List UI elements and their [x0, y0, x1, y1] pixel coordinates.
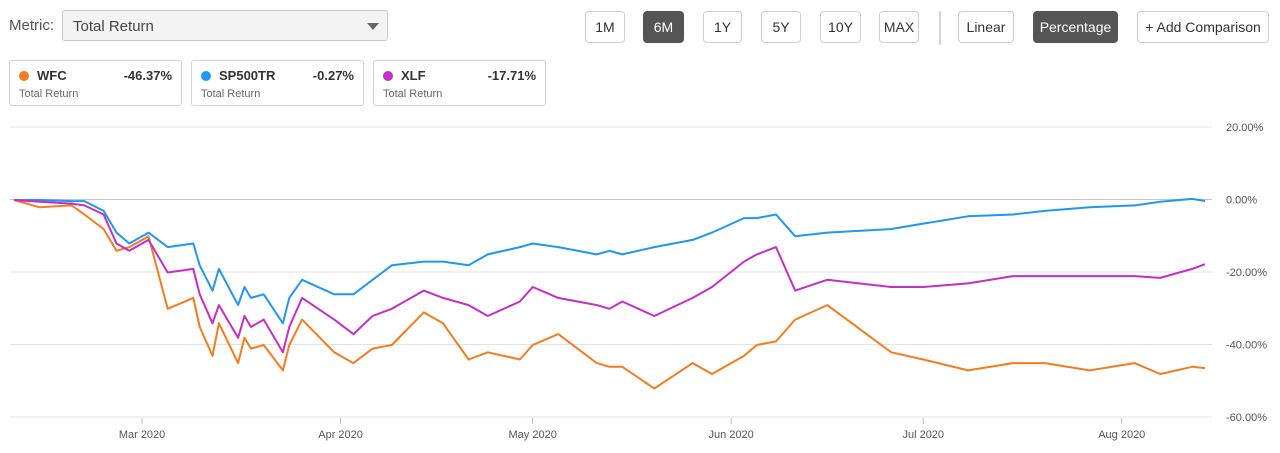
range-button-1y[interactable]: 1Y — [703, 11, 742, 43]
y-tick-label: -60.00% — [1226, 412, 1267, 424]
range-button-5y[interactable]: 5Y — [761, 11, 801, 43]
legend-subtitle: Total Return — [19, 88, 79, 100]
x-tick-label: Jul 2020 — [902, 429, 944, 441]
legend-subtitle: Total Return — [383, 88, 443, 100]
legend-ticker: XLF — [401, 68, 426, 83]
y-tick-label: 20.00% — [1226, 122, 1264, 134]
metric-dropdown-value: Total Return — [73, 18, 154, 35]
y-tick-label: -40.00% — [1226, 340, 1267, 352]
legend-value: -17.71% — [487, 68, 536, 83]
x-tick-label: Mar 2020 — [119, 429, 165, 441]
legend-ticker: WFC — [37, 68, 67, 83]
series-dot-icon — [201, 71, 211, 81]
y-tick-label: 0.00% — [1226, 195, 1257, 207]
legend-value: -46.37% — [123, 68, 172, 83]
range-button-max[interactable]: MAX — [879, 11, 919, 43]
range-button-6m[interactable]: 6M — [643, 11, 684, 43]
legend-card-xlf[interactable]: XLF -17.71% Total Return — [373, 60, 546, 106]
legend-value: -0.27% — [312, 68, 354, 83]
series-dot-icon — [19, 71, 29, 81]
x-tick-label: Jun 2020 — [709, 429, 754, 441]
legend-ticker: SP500TR — [219, 68, 276, 83]
series-line-xlf — [13, 199, 1206, 354]
series-line-sp500tr — [14, 197, 1206, 325]
legend-card-sp500tr[interactable]: SP500TR -0.27% Total Return — [191, 60, 364, 106]
chevron-down-icon — [367, 23, 379, 30]
range-button-10y[interactable]: 10Y — [820, 11, 861, 43]
toolbar-divider — [939, 11, 941, 45]
scale-button-linear[interactable]: Linear — [958, 11, 1014, 43]
range-button-1m[interactable]: 1M — [585, 11, 625, 43]
scale-button-percentage[interactable]: Percentage — [1033, 11, 1118, 43]
x-tick-label: Apr 2020 — [318, 429, 363, 441]
legend-card-wfc[interactable]: WFC -46.37% Total Return — [9, 60, 182, 106]
line-chart[interactable]: 20.00% 0.00% -20.00% -40.00% -60.00% Mar 2020… — [0, 108, 1280, 453]
legend-subtitle: Total Return — [201, 88, 261, 100]
x-tick-label: Aug 2020 — [1098, 429, 1145, 441]
x-tick-label: May 2020 — [509, 429, 557, 441]
y-tick-label: -20.00% — [1226, 267, 1267, 279]
metric-label: Metric: — [9, 17, 54, 34]
series-line-wfc — [13, 199, 1206, 390]
series-dot-icon — [383, 71, 393, 81]
metric-dropdown[interactable]: Total Return — [62, 10, 388, 41]
add-comparison-button[interactable]: + Add Comparison — [1137, 11, 1269, 43]
